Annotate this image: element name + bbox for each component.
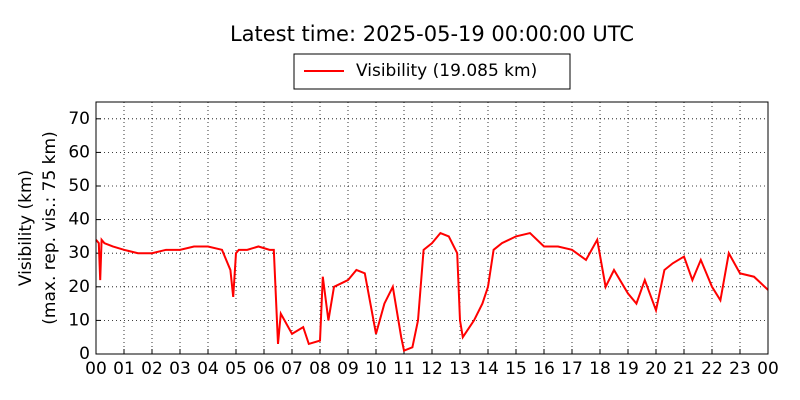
x-tick-label: 04 — [197, 359, 219, 379]
x-tick-label: 19 — [617, 359, 639, 379]
x-tick-label: 16 — [533, 359, 555, 379]
y-tick-label: 20 — [68, 277, 90, 297]
y-axis-label: Visibility (km) — [16, 170, 36, 286]
x-tick-label: 00 — [85, 359, 107, 379]
y-axis-label: (max. rep. vis.: 75 km) — [40, 131, 60, 324]
line-series — [95, 231, 769, 353]
x-tick-label: 14 — [477, 359, 499, 379]
y-tick-label: 50 — [68, 176, 90, 196]
x-tick-label: 09 — [337, 359, 359, 379]
x-tick-label: 20 — [645, 359, 667, 379]
y-tick-label: 30 — [68, 243, 90, 263]
x-tick-label: 05 — [225, 359, 247, 379]
x-tick-label: 21 — [673, 359, 695, 379]
chart-title: Latest time: 2025-05-19 00:00:00 UTC — [230, 22, 634, 46]
legend-label: Visibility (19.085 km) — [356, 61, 537, 81]
x-tick-label: 03 — [169, 359, 191, 379]
x-tick-label: 02 — [141, 359, 163, 379]
x-tick-label: 22 — [701, 359, 723, 379]
y-tick-label: 40 — [68, 210, 90, 230]
y-tick-label: 0 — [79, 344, 90, 364]
y-tick-label: 60 — [68, 142, 90, 162]
x-tick-label: 01 — [113, 359, 135, 379]
x-tick-label: 08 — [309, 359, 331, 379]
x-tick-label: 10 — [365, 359, 387, 379]
y-tick-label: 10 — [68, 310, 90, 330]
x-tick-label: 12 — [421, 359, 443, 379]
y-tick-label: 70 — [68, 109, 90, 129]
x-tick-label: 11 — [393, 359, 415, 379]
x-tick-label: 17 — [561, 359, 583, 379]
x-tick-label: 07 — [281, 359, 303, 379]
x-tick-label: 15 — [505, 359, 527, 379]
plot-frame — [95, 101, 769, 355]
x-tick-label: 00 — [757, 359, 779, 379]
x-tick-label: 18 — [589, 359, 611, 379]
x-tick-label: 13 — [449, 359, 471, 379]
x-tick-label: 23 — [729, 359, 751, 379]
x-tick-label: 06 — [253, 359, 275, 379]
